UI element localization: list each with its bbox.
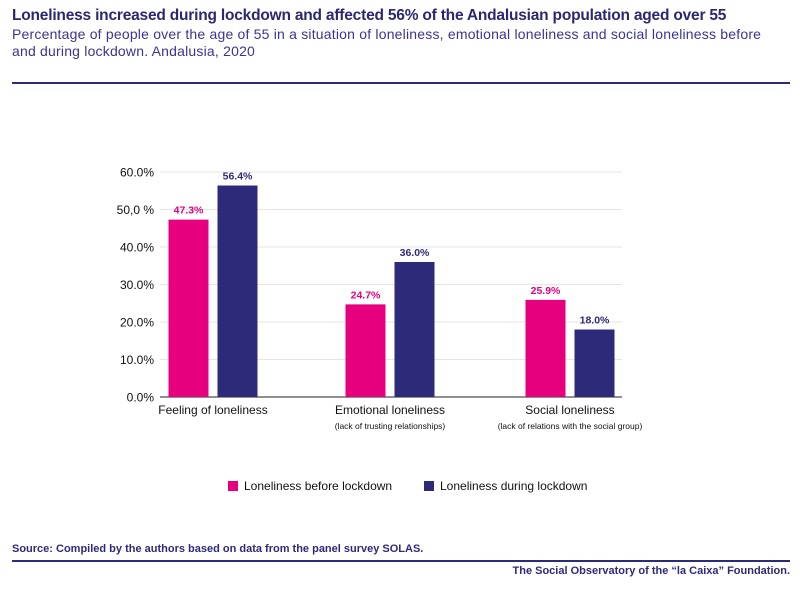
y-tick-label: 20.0% xyxy=(120,316,154,330)
data-label: 18.0% xyxy=(580,315,610,327)
chart-title: Loneliness increased during lockdown and… xyxy=(12,7,727,24)
header-divider xyxy=(12,82,790,84)
data-label: 56.4% xyxy=(223,171,253,183)
bar xyxy=(394,262,435,397)
data-label: 24.7% xyxy=(351,289,381,301)
category-sublabel: (lack of relations with the social group… xyxy=(498,421,643,431)
y-tick-label: 10.0% xyxy=(120,353,154,367)
y-tick-label: 40.0% xyxy=(120,241,154,255)
bar xyxy=(168,219,209,397)
bar xyxy=(217,185,258,397)
data-label: 47.3% xyxy=(174,205,204,217)
category-label: Emotional loneliness xyxy=(335,403,445,417)
bar xyxy=(525,299,566,397)
category-label: Feeling of loneliness xyxy=(158,403,267,417)
legend-label: Loneliness during lockdown xyxy=(440,479,587,493)
legend-label: Loneliness before lockdown xyxy=(244,479,392,493)
legend-swatch xyxy=(228,481,238,491)
category-label: Social loneliness xyxy=(525,403,614,417)
footer-divider xyxy=(12,560,790,562)
data-label: 25.9% xyxy=(531,285,561,297)
category-sublabel: (lack of trusting relationships) xyxy=(335,421,446,431)
y-tick-label: 50,0 % xyxy=(117,203,155,217)
y-tick-label: 0.0% xyxy=(127,391,155,405)
y-tick-label: 30.0% xyxy=(120,278,154,292)
y-tick-label: 60.0% xyxy=(120,166,154,180)
chart-subtitle: Percentage of people over the age of 55 … xyxy=(12,26,762,59)
source-note: Source: Compiled by the authors based on… xyxy=(12,543,424,555)
bar xyxy=(345,304,386,397)
credit-line: The Social Observatory of the “la Caixa”… xyxy=(512,565,791,577)
legend-swatch xyxy=(424,481,434,491)
bar xyxy=(574,329,615,397)
data-label: 36.0% xyxy=(400,247,430,259)
